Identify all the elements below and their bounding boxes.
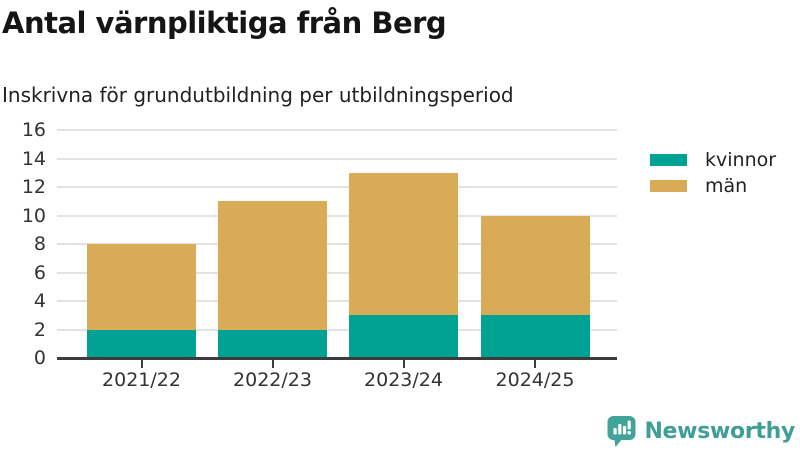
legend-label: män <box>705 175 748 197</box>
legend-item-män: män <box>650 175 776 197</box>
legend-label: kvinnor <box>705 149 777 171</box>
bar-segment-kvinnor <box>480 315 590 358</box>
y-tick-label: 0 <box>33 347 46 369</box>
gridline <box>57 271 617 274</box>
legend-swatch <box>650 180 687 192</box>
chart-legend: kvinnor män <box>650 149 777 203</box>
bar-chart-speech-bubble-icon <box>607 416 636 447</box>
x-tick <box>534 360 536 368</box>
gridline <box>57 214 617 217</box>
chart-subtitle: Inskrivna för grundutbildning per utbild… <box>2 83 514 107</box>
x-tick-label: 2021/22 <box>102 369 181 391</box>
y-tick-label: 4 <box>33 290 46 312</box>
legend-swatch <box>650 154 687 166</box>
legend-item-kvinnor: kvinnor <box>650 149 777 171</box>
y-tick-label: 14 <box>21 147 46 170</box>
x-tick-label: 2023/24 <box>364 369 443 391</box>
y-tick-label: 12 <box>21 176 46 198</box>
bar-segment-män <box>349 172 458 316</box>
y-tick-label: 8 <box>33 233 46 255</box>
x-tick <box>402 360 405 368</box>
bar-segment-kvinnor <box>218 329 327 358</box>
bar-segment-kvinnor <box>87 329 196 358</box>
gridline <box>57 328 617 331</box>
y-tick-label: 6 <box>33 261 46 284</box>
x-tick-label: 2022/23 <box>233 369 312 391</box>
bar-segment-män <box>218 201 327 330</box>
gridline <box>57 300 617 302</box>
x-tick <box>140 360 143 368</box>
x-tick <box>271 360 274 368</box>
bar-segment-män <box>480 215 590 316</box>
y-tick-label: 10 <box>21 204 46 227</box>
newsworthy-logo: Newsworthy <box>607 416 795 447</box>
gridline <box>57 157 617 160</box>
x-axis-line <box>57 357 617 360</box>
bar-segment-kvinnor <box>349 315 458 358</box>
gridline <box>57 243 617 245</box>
y-tick-label: 16 <box>21 119 46 141</box>
brand-name: Newsworthy <box>644 419 795 444</box>
bar-segment-män <box>87 244 196 330</box>
chart-title: Antal värnpliktiga från Berg <box>2 6 447 40</box>
x-tick-label: 2024/25 <box>495 369 575 391</box>
gridline <box>57 186 617 188</box>
y-tick-label: 2 <box>33 318 46 341</box>
gridline <box>57 129 617 131</box>
